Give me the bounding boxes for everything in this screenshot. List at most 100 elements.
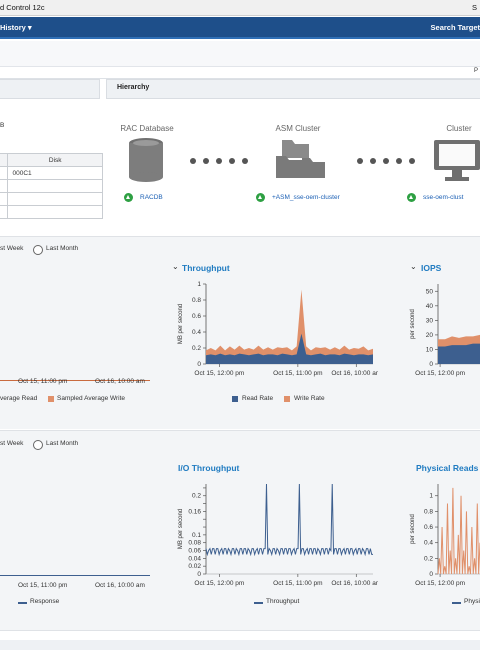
connector-dot xyxy=(370,158,376,164)
y-tick-label: 0.2 xyxy=(192,345,201,352)
last-month-radio[interactable] xyxy=(33,245,43,255)
legend-item: Read Rate xyxy=(242,395,274,402)
series-line-physi xyxy=(437,487,480,575)
racdb-link[interactable]: RACDB xyxy=(140,194,163,201)
disk-table: Disk 000C1 xyxy=(0,153,103,219)
database-icon xyxy=(129,138,163,182)
left-chart-baseline xyxy=(0,575,150,576)
y-axis-label: per second xyxy=(410,309,416,339)
table-cell xyxy=(7,179,103,193)
connector-dot xyxy=(383,158,389,164)
y-axis-label: per second xyxy=(410,514,416,544)
iops-chart: 0 10 20 30 40 50 per second Oct 15, 12:00 pm xyxy=(410,284,480,377)
page-footer xyxy=(0,630,480,641)
status-up-icon xyxy=(124,193,133,202)
iops-title: IOPS xyxy=(421,263,442,273)
general-fragment: B xyxy=(0,122,5,129)
io-throughput-title: I/O Throughput xyxy=(178,463,240,473)
y-tick-label: 20 xyxy=(426,332,434,339)
y-tick-label: 0.04 xyxy=(188,555,201,562)
range-last-month-label[interactable]: Last Month xyxy=(46,440,79,447)
throughput-title: Throughput xyxy=(182,263,230,273)
table-cell: 000C1 xyxy=(7,166,103,180)
table-cell xyxy=(7,192,103,206)
x-tick-label: Oct 15, 11:00 pm xyxy=(18,378,68,385)
cluster-label: Cluster xyxy=(446,124,472,133)
page-bottom xyxy=(0,640,480,650)
asm-cluster-label: ASM Cluster xyxy=(275,124,321,133)
legend-swatch xyxy=(232,396,238,402)
x-tick-label: Oct 15, 12:00 pm xyxy=(194,370,244,377)
table-row: 000C1 xyxy=(0,166,103,180)
x-tick-label: Oct 16, 10:00 am xyxy=(331,370,378,377)
y-tick-label: 0.08 xyxy=(188,540,201,547)
page-strip: P xyxy=(0,67,480,79)
left-chart-baseline xyxy=(0,380,150,381)
x-tick-label: Oct 15, 11:00 pm xyxy=(273,580,322,587)
y-tick-label: 0.6 xyxy=(192,313,201,320)
x-tick-label: Oct 16, 10:00 am xyxy=(95,582,145,589)
series-line-throughput xyxy=(205,483,373,557)
x-tick-label: Oct 16, 10:00 am xyxy=(95,378,145,385)
x-tick-label: Oct 16, 10:00 am xyxy=(331,580,378,587)
y-tick-label: 0 xyxy=(197,571,201,578)
legend-item: Write Rate xyxy=(294,395,325,402)
series-area-write-rate xyxy=(206,289,373,364)
legend-swatch xyxy=(48,396,54,402)
legend-item: Throughput xyxy=(266,598,300,605)
y-tick-label: 1 xyxy=(197,281,201,288)
y-tick-label: 0.6 xyxy=(424,524,433,531)
legend-item: Sampled Average Write xyxy=(57,395,126,402)
x-tick-label: Oct 15, 11:00 pm xyxy=(18,582,68,589)
window-title: d Control 12c xyxy=(0,3,45,12)
status-up-icon xyxy=(407,193,416,202)
context-bar xyxy=(0,41,480,67)
search-target-link[interactable]: Search Target xyxy=(430,23,480,32)
y-tick-label: 50 xyxy=(426,288,434,295)
cluster-link[interactable]: sse-oem-clust xyxy=(423,194,464,201)
hierarchy-header-label: Hierarchy xyxy=(117,84,150,91)
rac-database-label: RAC Database xyxy=(120,124,174,133)
x-tick-label: Oct 15, 12:00 pm xyxy=(415,580,465,587)
y-tick-label: 0.16 xyxy=(188,508,201,515)
range-last-month-label[interactable]: Last Month xyxy=(46,245,79,252)
page-strip-text: P xyxy=(473,68,478,74)
series-area-read xyxy=(438,343,480,364)
y-axis-label: MB per second xyxy=(178,509,184,549)
chevron-down-icon[interactable]: ⌄ xyxy=(172,262,179,271)
y-tick-label: 1 xyxy=(429,493,433,500)
legend-swatch xyxy=(254,602,263,604)
table-row xyxy=(0,192,103,206)
status-up-icon xyxy=(256,193,265,202)
y-tick-label: 0.02 xyxy=(188,563,201,570)
range-last-week-label[interactable]: st Week xyxy=(0,245,24,252)
last-month-radio[interactable] xyxy=(33,440,43,450)
y-tick-label: 0.06 xyxy=(188,548,201,555)
connector-dot xyxy=(229,158,235,164)
y-tick-label: 0.2 xyxy=(424,555,433,562)
y-tick-label: 0.8 xyxy=(424,508,433,515)
window-title-right: S xyxy=(471,3,477,12)
connector-dot xyxy=(409,158,415,164)
x-tick-label: Oct 15, 12:00 pm xyxy=(415,370,465,377)
chevron-down-icon[interactable]: ⌄ xyxy=(410,262,417,271)
window-title-bar: d Control 12c S xyxy=(0,0,480,16)
general-panel-header xyxy=(0,79,100,99)
connector-dot xyxy=(216,158,222,164)
table-cell xyxy=(7,205,103,219)
physical-reads-chart: 0 0.2 0.4 0.6 0.8 1 per second Oct 15, 12:00 pm xyxy=(410,484,480,587)
disk-table-wrapper: Disk 000C1 xyxy=(0,153,104,223)
range-last-week-label[interactable]: st Week xyxy=(0,440,24,447)
performance-section-2 xyxy=(0,430,480,631)
asm-cluster-link[interactable]: +ASM_sse-oem-cluster xyxy=(272,194,340,201)
connector-dot xyxy=(242,158,248,164)
y-tick-label: 0 xyxy=(197,361,201,368)
history-menu[interactable]: History ▾ xyxy=(0,23,32,32)
legend-swatch xyxy=(284,396,290,402)
legend-item: Response xyxy=(30,598,60,605)
table-row xyxy=(0,205,103,219)
table-row xyxy=(0,179,103,193)
y-tick-label: 40 xyxy=(426,303,434,310)
x-tick-label: Oct 15, 11:00 pm xyxy=(273,370,322,377)
connector-dot xyxy=(396,158,402,164)
